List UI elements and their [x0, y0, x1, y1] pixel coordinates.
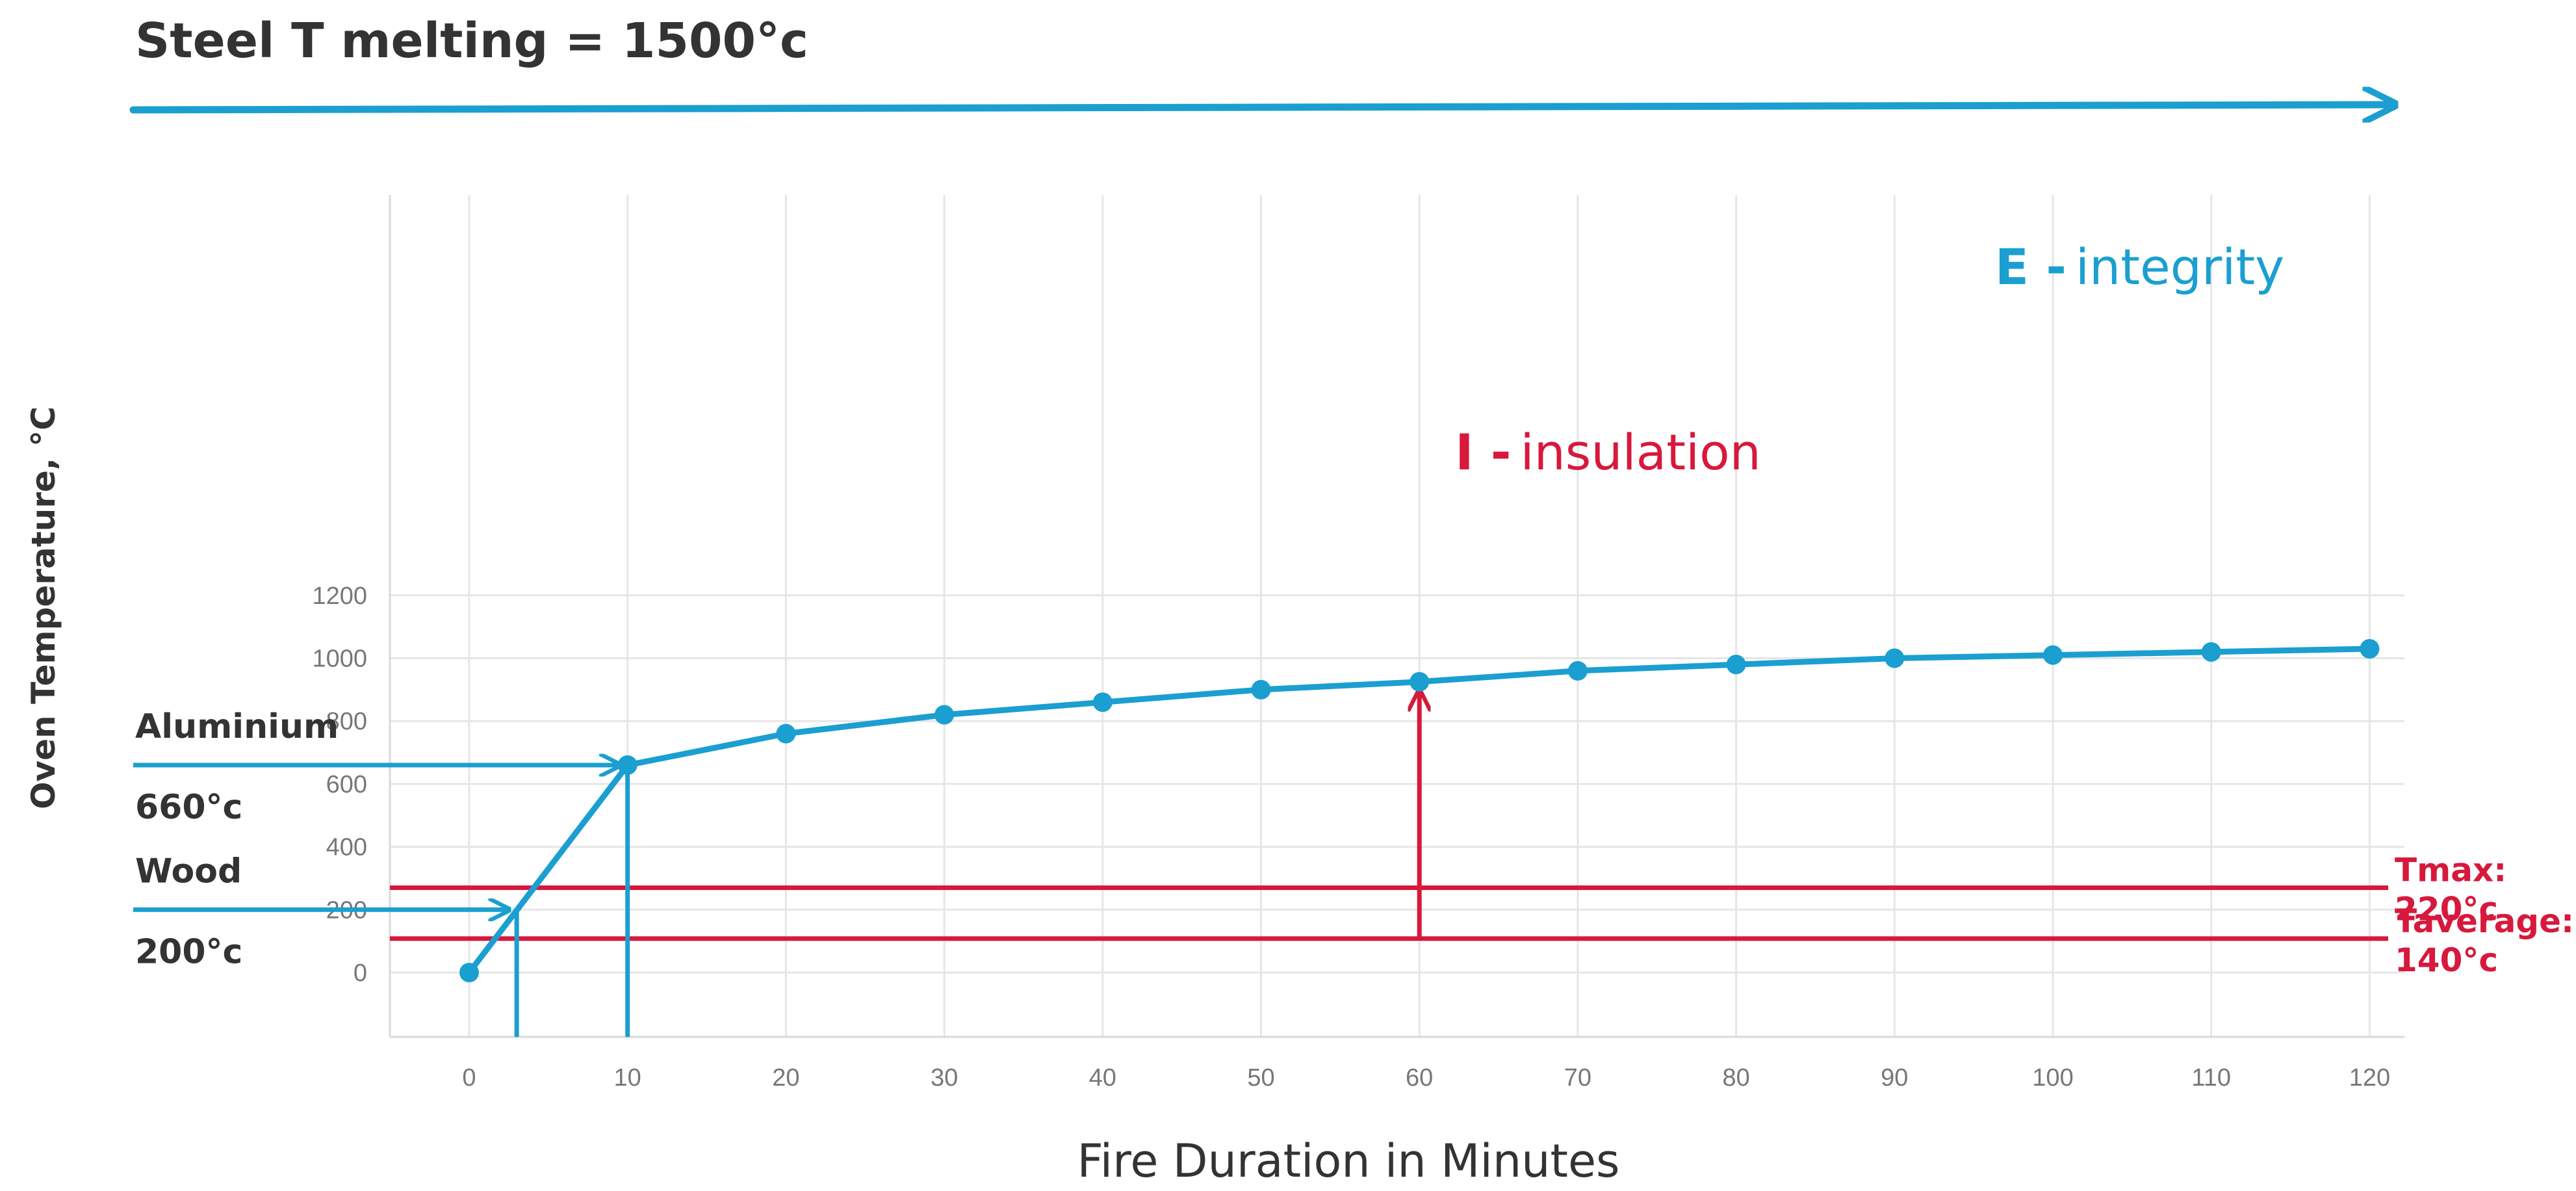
data-point-7: [1567, 661, 1588, 681]
data-point-0: [459, 963, 479, 982]
x-tick-label-3: 30: [931, 1064, 958, 1092]
y-tick-label-2: 400: [326, 834, 367, 861]
limit-label-1: Taverage:: [2395, 902, 2574, 940]
insulation-marker: I - insulation: [1419, 423, 1761, 939]
x-tick-label-10: 100: [2032, 1064, 2073, 1092]
y-tick-label-4: 800: [326, 708, 367, 735]
integrity-label: E - integrity: [1995, 238, 2284, 296]
data-point-3: [934, 705, 955, 725]
y-axis-label: Oven Temperature, °C: [25, 406, 62, 809]
x-tick-label-8: 80: [1722, 1064, 1749, 1092]
chart-title: Steel T melting = 1500°c: [135, 13, 808, 69]
data-point-6: [1410, 672, 1430, 692]
x-tick-label-7: 70: [1564, 1064, 1591, 1092]
x-tick-label-5: 50: [1247, 1064, 1274, 1092]
material-name-0: Aluminium: [135, 707, 339, 746]
integrity-label-prefix: E -: [1995, 238, 2067, 296]
limit-value-1: 140°c: [2395, 941, 2498, 979]
y-tick-label-0: 0: [354, 960, 367, 987]
x-axis-ticks: 0 10 20 30 40 50 60 70 80 90 100 110 120: [462, 1064, 2390, 1092]
x-tick-label-11: 110: [2191, 1064, 2231, 1092]
data-point-2: [776, 724, 796, 744]
material-temp-1: 200°c: [135, 932, 242, 971]
data-point-9: [1885, 648, 1905, 668]
material-temp-0: 660°c: [135, 788, 242, 827]
y-tick-label-6: 1200: [312, 582, 367, 610]
insulation-label-text: insulation: [1520, 423, 1760, 481]
x-tick-label-2: 20: [772, 1064, 799, 1092]
data-point-11: [2201, 642, 2221, 662]
x-tick-label-12: 120: [2349, 1064, 2390, 1092]
y-tick-label-5: 1000: [312, 646, 367, 673]
insulation-label-prefix: I -: [1455, 423, 1511, 481]
integrity-label-text: integrity: [2076, 238, 2284, 296]
steel-melting-arrow: [129, 105, 2395, 110]
y-tick-label-3: 600: [326, 771, 367, 798]
limit-value-0: 220°c: [2395, 890, 2498, 928]
x-tick-label-4: 40: [1089, 1064, 1116, 1092]
data-point-8: [1726, 655, 1746, 675]
data-point-4: [1092, 692, 1113, 713]
temperature-curve: [459, 638, 2380, 982]
material-name-1: Wood: [135, 852, 242, 891]
data-point-10: [2043, 645, 2063, 665]
x-axis-label: Fire Duration in Minutes: [1077, 1134, 1619, 1188]
data-point-5: [1251, 679, 1271, 700]
data-point-12: [2360, 638, 2380, 659]
x-tick-label-1: 10: [614, 1064, 641, 1092]
insulation-label: I - insulation: [1455, 423, 1761, 481]
limit-label-0: Tmax:: [2395, 851, 2506, 889]
x-tick-label-0: 0: [462, 1064, 476, 1092]
grid-lines: [389, 195, 2404, 1038]
x-tick-label-6: 60: [1406, 1064, 1433, 1092]
material-markers: Aluminium 660°c Wood 200°c: [133, 707, 630, 1037]
data-point-1: [617, 755, 638, 775]
x-tick-label-9: 90: [1881, 1064, 1908, 1092]
